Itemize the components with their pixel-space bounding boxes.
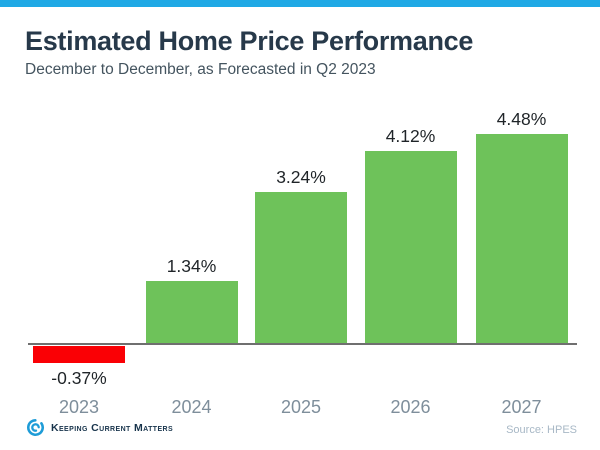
year-label-2024: 2024 [171, 397, 212, 417]
page-subtitle: December to December, as Forecasted in Q… [25, 61, 376, 78]
bar-2026 [364, 151, 457, 344]
bar-2023 [33, 345, 125, 363]
top-accent-bar [0, 0, 600, 7]
value-label-2027: 4.48% [496, 109, 547, 130]
year-label-2023: 2023 [58, 397, 100, 417]
year-label-2026: 2026 [390, 397, 431, 417]
value-label-2024: 1.34% [166, 256, 217, 277]
year-label-2027: 2027 [501, 397, 542, 417]
source-note: Source: HPES [506, 424, 577, 436]
bar-2025 [255, 192, 347, 344]
value-label-2025: 3.24% [276, 167, 326, 188]
value-label-2026: 4.12% [385, 126, 436, 147]
x-axis-line [28, 343, 577, 346]
bar-2027 [475, 134, 568, 344]
value-label-2023: -0.37% [51, 367, 107, 388]
brand-name: Keeping Current Matters [51, 421, 174, 434]
brand-logo: Keeping Current Matters [26, 418, 173, 437]
page-title: Estimated Home Price Performance [25, 26, 474, 56]
year-label-2025: 2025 [280, 397, 322, 417]
kcm-logo-icon [26, 418, 45, 437]
bar-2024 [145, 281, 238, 344]
